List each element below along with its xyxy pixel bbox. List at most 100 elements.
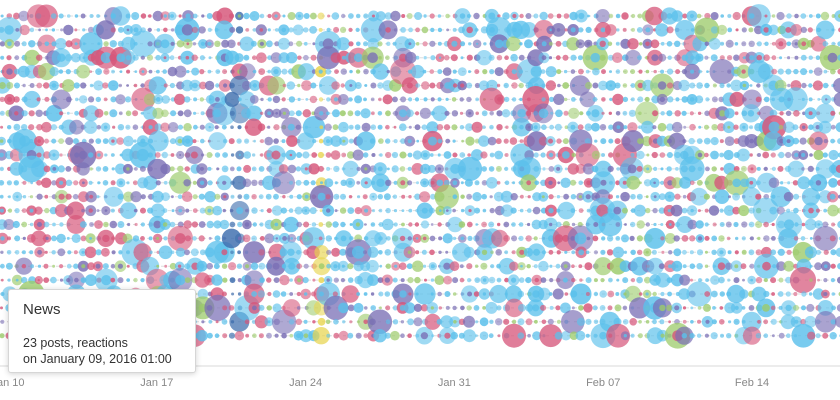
bubble[interactable] — [705, 97, 710, 102]
bubble[interactable] — [785, 291, 791, 297]
bubble[interactable] — [30, 264, 35, 269]
bubble[interactable] — [801, 305, 806, 311]
bubble[interactable] — [349, 223, 353, 226]
bubble[interactable] — [554, 331, 563, 340]
bubble[interactable] — [6, 82, 14, 89]
bubble[interactable] — [540, 304, 547, 311]
bubble[interactable] — [191, 54, 198, 61]
bubble[interactable] — [625, 49, 641, 66]
bubble[interactable] — [57, 248, 66, 257]
bubble[interactable] — [793, 110, 800, 117]
bubble[interactable] — [591, 122, 600, 132]
bubble[interactable] — [757, 153, 761, 157]
bubble[interactable] — [442, 67, 452, 76]
bubble[interactable] — [636, 27, 643, 33]
bubble[interactable] — [504, 180, 510, 186]
bubble[interactable] — [0, 306, 3, 310]
bubble[interactable] — [834, 10, 840, 22]
bubble[interactable] — [370, 82, 377, 89]
bubble[interactable] — [555, 55, 561, 61]
bubble[interactable] — [414, 12, 423, 20]
bubble[interactable] — [50, 276, 57, 284]
bubble[interactable] — [414, 124, 421, 131]
bubble[interactable] — [445, 97, 449, 101]
bubble[interactable] — [792, 124, 799, 131]
bubble[interactable] — [457, 67, 467, 76]
bubble[interactable] — [12, 220, 20, 229]
bubble[interactable] — [295, 318, 302, 325]
bubble[interactable] — [274, 333, 279, 338]
bubble[interactable] — [637, 333, 643, 339]
bubble[interactable] — [791, 323, 816, 348]
bubble[interactable] — [125, 124, 131, 130]
bubble[interactable] — [134, 167, 138, 171]
bubble[interactable] — [612, 93, 624, 106]
bubble[interactable] — [0, 333, 5, 339]
bubble[interactable] — [229, 277, 236, 283]
bubble[interactable] — [415, 111, 420, 116]
bubble[interactable] — [0, 263, 5, 269]
bubble[interactable] — [730, 79, 743, 92]
bubble[interactable] — [630, 153, 635, 157]
bubble[interactable] — [820, 11, 830, 21]
bubble[interactable] — [593, 319, 599, 325]
bubble[interactable] — [645, 207, 651, 214]
bubble[interactable] — [800, 13, 807, 19]
bubble[interactable] — [577, 124, 584, 131]
bubble[interactable] — [287, 164, 297, 174]
bubble[interactable] — [44, 138, 49, 144]
bubble[interactable] — [636, 165, 643, 172]
bubble[interactable] — [170, 28, 175, 32]
bubble[interactable] — [489, 207, 495, 214]
bubble[interactable] — [815, 159, 836, 179]
bubble[interactable] — [228, 13, 235, 19]
bubble[interactable] — [34, 4, 58, 28]
bubble[interactable] — [664, 233, 676, 244]
bubble[interactable] — [659, 319, 665, 325]
bubble[interactable] — [771, 222, 775, 227]
bubble[interactable] — [585, 69, 590, 74]
bubble[interactable] — [19, 24, 30, 36]
bubble[interactable] — [79, 95, 88, 104]
bubble[interactable] — [482, 208, 487, 213]
bubble[interactable] — [408, 97, 413, 102]
bubble[interactable] — [458, 221, 466, 228]
bubble[interactable] — [170, 110, 177, 117]
bubble[interactable] — [474, 277, 481, 283]
bubble[interactable] — [15, 28, 20, 32]
bubble[interactable] — [206, 220, 214, 229]
bubble[interactable] — [267, 28, 271, 32]
bubble[interactable] — [51, 235, 57, 242]
bubble[interactable] — [585, 318, 592, 325]
bubble[interactable] — [569, 75, 591, 96]
bubble[interactable] — [279, 274, 290, 286]
bubble[interactable] — [704, 264, 709, 268]
bubble[interactable] — [570, 179, 577, 186]
bubble[interactable] — [600, 138, 607, 145]
bubble[interactable] — [18, 10, 30, 22]
bubble[interactable] — [88, 152, 94, 158]
bubble[interactable] — [643, 179, 652, 187]
bubble[interactable] — [97, 42, 101, 46]
bubble[interactable] — [378, 250, 383, 255]
bubble[interactable] — [512, 181, 516, 185]
bubble[interactable] — [837, 41, 840, 47]
bubble[interactable] — [830, 124, 836, 130]
bubble[interactable] — [404, 51, 417, 64]
bubble[interactable] — [104, 153, 108, 157]
bubble[interactable] — [614, 304, 622, 312]
bubble[interactable] — [475, 320, 479, 324]
bubble[interactable] — [7, 195, 11, 199]
bubble[interactable] — [719, 319, 725, 325]
bubble[interactable] — [0, 41, 6, 47]
bubble[interactable] — [622, 110, 628, 116]
bubble[interactable] — [594, 139, 598, 143]
bubble[interactable] — [450, 331, 459, 340]
bubble[interactable] — [550, 111, 554, 115]
bubble[interactable] — [134, 208, 138, 213]
bubble[interactable] — [267, 76, 286, 95]
bubble[interactable] — [813, 149, 824, 161]
bubble[interactable] — [595, 9, 610, 23]
bubble[interactable] — [778, 332, 785, 339]
bubble[interactable] — [66, 201, 85, 220]
